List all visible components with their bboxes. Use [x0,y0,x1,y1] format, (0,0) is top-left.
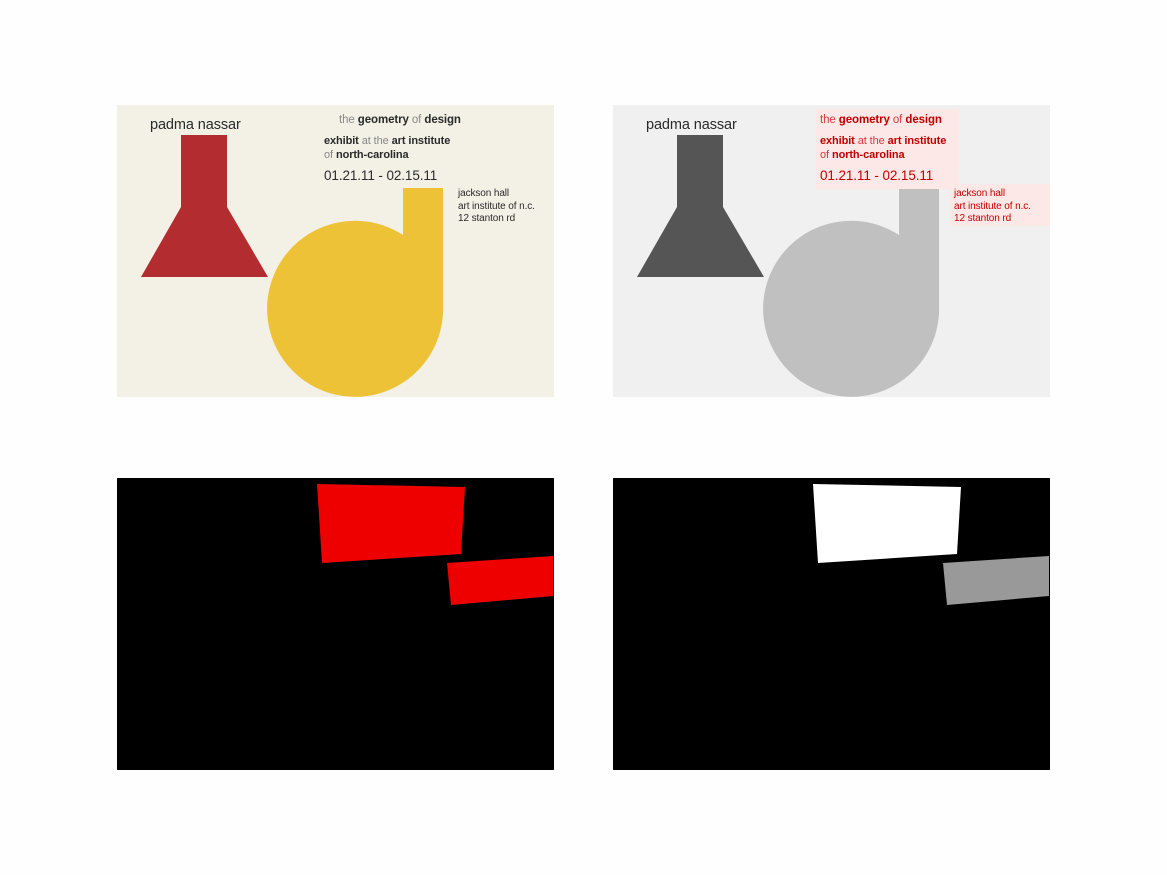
mask-region-venue [447,556,553,605]
poster-shapes [141,135,443,397]
venue-address: jackson hall art institute of n.c. 12 st… [458,188,535,224]
mask-region-venue-gray [943,556,1049,605]
gray-poster-shapes [637,109,1050,397]
gray-exhibit-title: the geometry of design [820,114,942,126]
letter-d-shape [267,188,443,397]
gray-mask-svg [813,484,1049,605]
gray-artist-name: padma nassar [646,117,737,133]
exhibit-dates: 01.21.11 - 02.15.11 [324,168,438,183]
gray-letter-d-shape [763,188,939,397]
gray-exhibit-location: exhibit at the art institute of north-ca… [820,135,947,161]
text-highlight-box-2 [950,184,1050,226]
gray-bottle-shape [637,135,764,277]
panel-red-mask [117,478,554,770]
text-highlight-box-1 [816,109,959,189]
exhibit-location: exhibit at the art institute of north-ca… [324,135,451,161]
panel-original-poster: padma nassar the geometry of design exhi… [117,105,554,397]
gray-venue-address: jackson hall art institute of n.c. 12 st… [954,188,1031,224]
gray-exhibit-dates: 01.21.11 - 02.15.11 [820,168,934,183]
bottle-shape [141,135,268,277]
red-mask-svg [317,484,553,605]
exhibit-title: the geometry of design [339,114,461,126]
mask-region-title-white [813,484,961,563]
panel-grayscale-poster: padma nassar the geometry of design exhi… [613,105,1050,397]
artist-name: padma nassar [150,117,241,133]
mask-region-title [317,484,465,563]
panel-gray-mask [613,478,1050,770]
